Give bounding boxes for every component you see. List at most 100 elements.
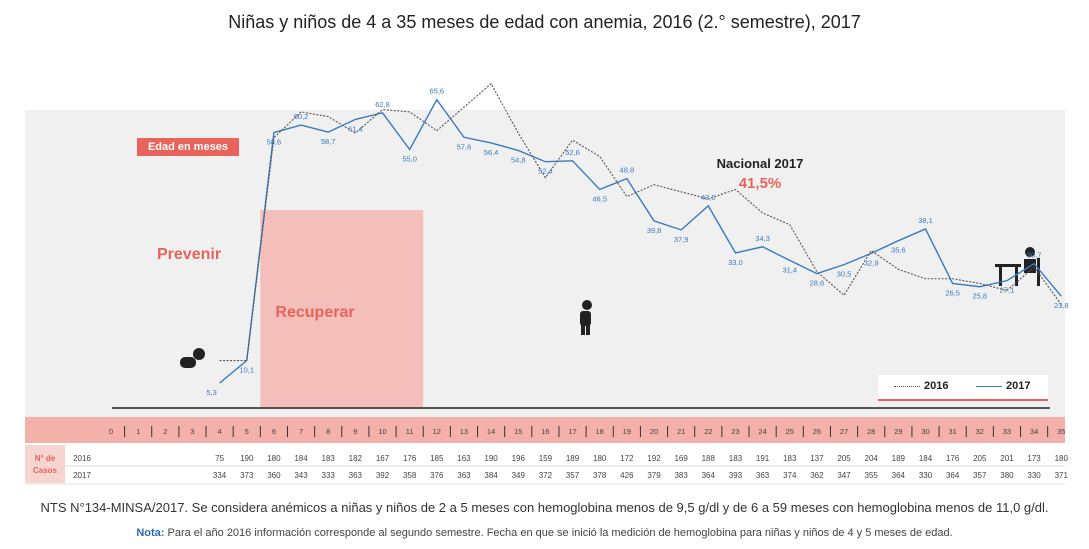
child-head (1025, 247, 1035, 257)
month-tick: 28 (867, 427, 875, 436)
cases-2017-cell: 355 (865, 471, 879, 480)
cases-2017-cell: 343 (294, 471, 308, 480)
data-label: 26,5 (945, 288, 960, 297)
zone-recuperar: Recuperar (275, 304, 355, 321)
data-label: 55,0 (402, 155, 417, 164)
cases-2017-cell: 347 (837, 471, 851, 480)
cases-2017-cell: 364 (946, 471, 960, 480)
cases-2016-cell: 159 (539, 454, 553, 463)
nacional-value: 41,5% (738, 175, 782, 192)
month-tick: 25 (786, 427, 794, 436)
month-tick: 27 (840, 427, 848, 436)
cases-2017-cell: 383 (674, 471, 688, 480)
cases-2016-cell: 183 (783, 454, 797, 463)
cases-2016-cell: 185 (430, 454, 444, 463)
toddler-head (582, 300, 592, 310)
data-label: 58,6 (267, 138, 282, 147)
cases-2017-cell: 384 (484, 471, 498, 480)
month-tick: 5 (245, 427, 249, 436)
nota: Nota: Para el año 2016 información corre… (0, 527, 1089, 539)
cases-2017-cell: 374 (783, 471, 797, 480)
cases-bg (25, 443, 1065, 483)
data-label: 34,3 (755, 234, 770, 243)
data-label: 37,9 (674, 235, 689, 244)
cases-2016-cell: 75 (215, 454, 224, 463)
cases-2017-cell: 393 (729, 471, 743, 480)
data-label: 61,4 (348, 124, 363, 133)
chart-title: Niñas y niños de 4 a 35 meses de edad co… (228, 12, 861, 32)
cases-2016-cell: 173 (1027, 454, 1041, 463)
desk-leg (999, 267, 1002, 286)
month-tick: 32 (976, 427, 984, 436)
footnote: NTS N°134-MINSA/2017. Se considera anémi… (40, 500, 1049, 515)
cases-2016-cell: 182 (349, 454, 363, 463)
data-label: 33,0 (728, 258, 743, 267)
month-tick: 22 (704, 427, 712, 436)
month-tick: 17 (568, 427, 576, 436)
child-desk-icon (995, 247, 1040, 286)
data-label: 54,8 (511, 155, 526, 164)
month-tick: 21 (677, 427, 685, 436)
data-label: 48,8 (620, 166, 635, 175)
cases-2016-cell: 183 (729, 454, 743, 463)
month-tick: 16 (541, 427, 549, 436)
cases-2016-cell: 137 (810, 454, 824, 463)
month-tick: 35 (1057, 427, 1065, 436)
cases-2017-cell: 362 (810, 471, 824, 480)
month-tick: 4 (218, 427, 222, 436)
cases-2016-cell: 180 (1055, 454, 1069, 463)
cases-2017-cell: 360 (267, 471, 281, 480)
cases-2016-cell: 180 (267, 454, 281, 463)
month-tick: 3 (190, 427, 194, 436)
nota-text: Para el año 2016 información corresponde… (167, 527, 953, 539)
legend-swatch-2017 (976, 386, 1002, 387)
cases-2017-cell: 378 (593, 471, 607, 480)
data-label: 65,6 (429, 87, 444, 96)
month-tick: 31 (948, 427, 956, 436)
data-label: 23,8 (1054, 301, 1069, 310)
year-label-2016: 2016 (73, 454, 91, 463)
cases-2017-cell: 426 (620, 471, 634, 480)
month-tick: 6 (272, 427, 276, 436)
cases-2017-cell: 363 (457, 471, 471, 480)
baby-body (180, 357, 196, 368)
cases-2017-cell: 330 (1027, 471, 1041, 480)
cases-2016-cell: 189 (566, 454, 580, 463)
month-tick: 29 (894, 427, 902, 436)
data-label: 56,4 (484, 148, 499, 157)
data-label: 57,6 (457, 142, 472, 151)
data-label: 31,4 (782, 265, 797, 274)
data-label: 10,1 (239, 366, 254, 375)
cases-2017-cell: 363 (349, 471, 363, 480)
cases-header: N° de (35, 454, 56, 463)
month-strip (25, 417, 1065, 443)
cases-2017-cell: 358 (403, 471, 417, 480)
cases-2017-cell: 379 (647, 471, 661, 480)
month-tick: 2 (163, 427, 167, 436)
data-label: 39,8 (647, 226, 662, 235)
month-tick: 8 (326, 427, 330, 436)
zone-prevenir: Prevenir (157, 246, 222, 263)
cases-2017-cell: 380 (1000, 471, 1014, 480)
month-tick: 23 (731, 427, 739, 436)
legend: 2016 2017 (878, 375, 1048, 401)
month-tick: 20 (650, 427, 658, 436)
month-tick: 13 (460, 427, 468, 436)
data-label: 30,7 (1027, 251, 1042, 260)
cases-2017-cell: 371 (1055, 471, 1069, 480)
month-tick: 34 (1030, 427, 1038, 436)
cases-2017-cell: 392 (376, 471, 390, 480)
month-tick: 10 (378, 427, 386, 436)
month-tick: 26 (813, 427, 821, 436)
desk-top (995, 264, 1021, 267)
cases-2016-cell: 167 (376, 454, 390, 463)
month-tick: 19 (623, 427, 631, 436)
series-line-2017 (219, 98, 1062, 384)
legend-label-2017: 2017 (1006, 380, 1031, 392)
cases-2017-cell: 333 (322, 471, 336, 480)
cases-2017-cell: 334 (213, 471, 227, 480)
toddler-leg (586, 325, 590, 335)
cases-2016-cell: 205 (837, 454, 851, 463)
data-label: 62,8 (375, 100, 390, 109)
series-line-2016 (219, 82, 1062, 362)
